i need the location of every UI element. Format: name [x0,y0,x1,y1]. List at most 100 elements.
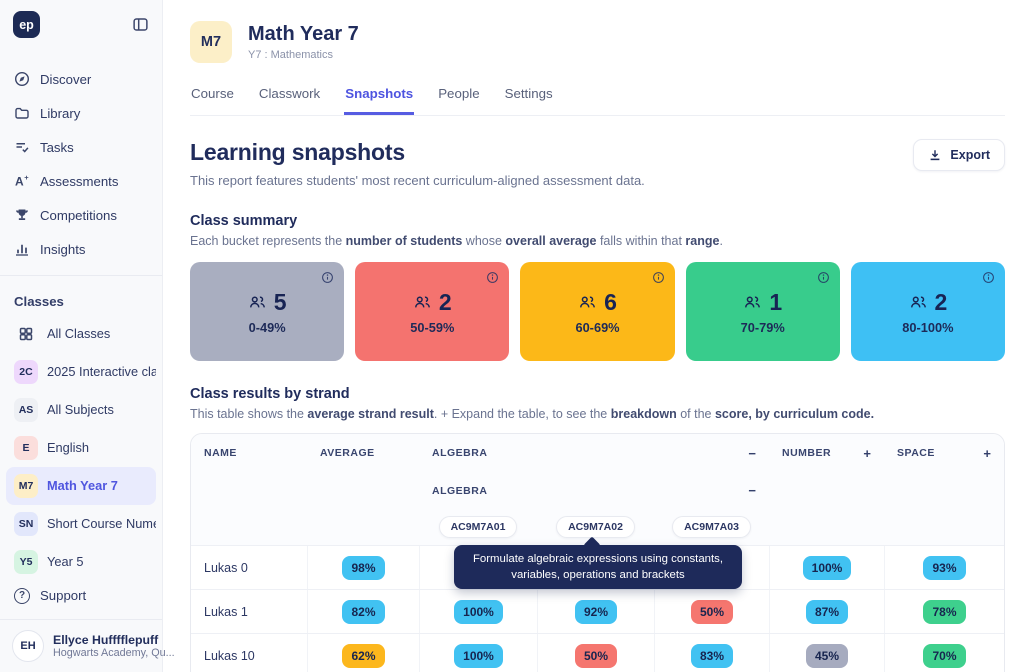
score-pill[interactable]: 78% [923,599,966,624]
bucket-count: 5 [273,288,287,315]
bucket-count: 6 [604,288,617,315]
page-title: Learning snapshots [190,139,405,165]
collapse-algebra-button[interactable]: − [748,445,756,461]
column-header-space: SPACE [897,447,935,459]
class-summary-description: Each bucket represents the number of stu… [190,234,723,248]
column-header-name: NAME [204,447,237,459]
sidebar-item-competitions[interactable]: Competitions [0,198,162,232]
sidebar-item-insights[interactable]: Insights [0,232,162,266]
user-org: Hogwarts Academy, Qu... [53,646,175,659]
bucket-range: 60-69% [575,319,620,335]
sidebar-item-assessments[interactable]: A + Assessments [0,164,162,198]
score-pill[interactable]: 87% [805,599,849,624]
class-badge: Y5 [14,549,38,574]
sidebar-item-class-short-course[interactable]: SN Short Course Numer... [6,505,156,543]
score-pill[interactable]: 93% [923,555,966,580]
summary-buckets: 5 0-49% 2 50-59% 6 60-69% 1 70-79% 2 80-… [190,262,1006,361]
sidebar-item-label: Assessments [40,173,119,189]
bucket-60-69[interactable]: 6 60-69% [520,262,675,361]
score-pill[interactable]: 50% [690,599,734,624]
score-pill[interactable]: 83% [690,643,734,668]
classes-section-label: Classes [14,293,64,309]
score-pill[interactable]: 82% [342,599,385,624]
info-icon[interactable] [817,271,830,284]
info-icon[interactable] [486,271,499,284]
class-item-label: 2025 Interactive class [47,364,156,380]
score-pill[interactable]: 100% [802,555,852,580]
task-list-icon [14,139,30,155]
class-badge: 2C [14,359,38,384]
sidebar-item-support[interactable]: ? Support [0,581,162,611]
sidebar-item-all-classes[interactable]: All Classes [6,315,156,353]
class-badge: E [14,435,38,460]
column-header-number: NUMBER [782,447,832,459]
sidebar-item-label: Competitions [40,207,117,223]
sidebar-item-class-2c[interactable]: 2C 2025 Interactive class [6,353,156,391]
sidebar-item-discover[interactable]: Discover [0,62,162,96]
score-pill[interactable]: 100% [454,599,503,624]
bucket-range: 50-59% [410,319,455,335]
bucket-0-49[interactable]: 5 0-49% [190,262,345,361]
sidebar-item-class-as[interactable]: AS All Subjects [6,391,156,429]
support-label: Support [40,588,87,604]
expand-number-button[interactable]: + [863,445,871,461]
divider [0,275,162,276]
class-summary-title: Class summary [190,213,298,229]
curriculum-code-chip[interactable]: AC9M7A01 [438,516,518,538]
sidebar: ep Discover Library Tasks A + Assessments… [0,0,175,672]
tab-snapshots[interactable]: Snapshots [344,80,415,115]
score-pill[interactable]: 70% [923,643,966,668]
collapse-algebra-sub-button[interactable]: − [748,483,756,498]
sidebar-item-tasks[interactable]: Tasks [0,130,162,164]
tab-classwork[interactable]: Classwork [258,86,321,101]
tab-settings[interactable]: Settings [504,86,553,101]
class-item-label: All Subjects [47,402,114,418]
sidebar-item-label: Tasks [40,139,74,155]
class-item-label: Math Year 7 [47,478,118,494]
user-menu[interactable]: EH Ellyce Hufffflepuff Hogwarts Academy,… [0,618,175,672]
bucket-count: 2 [438,288,452,315]
bucket-70-79[interactable]: 1 70-79% [685,262,840,361]
info-icon[interactable] [321,271,334,284]
bucket-80-100[interactable]: 2 80-100% [850,262,1006,361]
trophy-icon [14,207,30,223]
score-pill[interactable]: 98% [342,555,385,580]
people-icon [248,294,267,311]
sidebar-item-class-year-5[interactable]: Y5 Year 5 [6,543,156,581]
score-pill[interactable]: 92% [574,599,618,624]
collapse-sidebar-icon[interactable] [132,16,149,33]
column-header-average: AVERAGE [320,447,375,459]
svg-text:A: A [15,175,24,189]
expand-space-button[interactable]: + [983,445,991,461]
score-pill[interactable]: 45% [805,643,849,668]
people-icon [413,294,432,311]
export-button[interactable]: Export [913,139,1005,171]
curriculum-code-chip[interactable]: AC9M7A02 [556,516,635,538]
tab-people[interactable]: People [438,86,480,101]
sidebar-item-class-math-year-7[interactable]: M7 Math Year 7 [6,466,156,505]
sidebar-item-class-english[interactable]: E English [6,429,156,467]
class-badge: M7 [14,473,38,498]
sidebar-item-library[interactable]: Library [0,96,162,130]
curriculum-code-chip[interactable]: AC9M7A03 [672,516,751,538]
score-pill[interactable]: 50% [574,643,618,668]
user-name: Ellyce Hufffflepuff [53,632,159,647]
score-pill[interactable]: 100% [454,643,503,668]
student-name: Lukas 0 [204,560,248,575]
info-icon[interactable] [982,271,995,284]
student-name: Lukas 1 [204,604,248,619]
svg-text:+: + [24,173,29,182]
info-icon[interactable] [652,271,665,284]
curriculum-code-tooltip: Formulate algebraic expressions using co… [454,545,742,590]
course-title: Math Year 7 [248,23,359,45]
bucket-range: 0-49% [248,319,286,335]
a-plus-icon: A + [14,173,30,189]
score-pill[interactable]: 62% [342,643,385,668]
strand-section-description: This table shows the average strand resu… [190,407,875,421]
bucket-count: 1 [769,288,783,315]
table-row: Lukas 10 62% 100% 50% 83% 45% 70% [191,633,1004,672]
bucket-50-59[interactable]: 2 50-59% [355,262,510,361]
course-subtitle: Y7 : Mathematics [248,49,333,61]
sidebar-nav: Discover Library Tasks A + Assessments Co… [0,62,162,266]
tab-course[interactable]: Course [191,86,234,101]
